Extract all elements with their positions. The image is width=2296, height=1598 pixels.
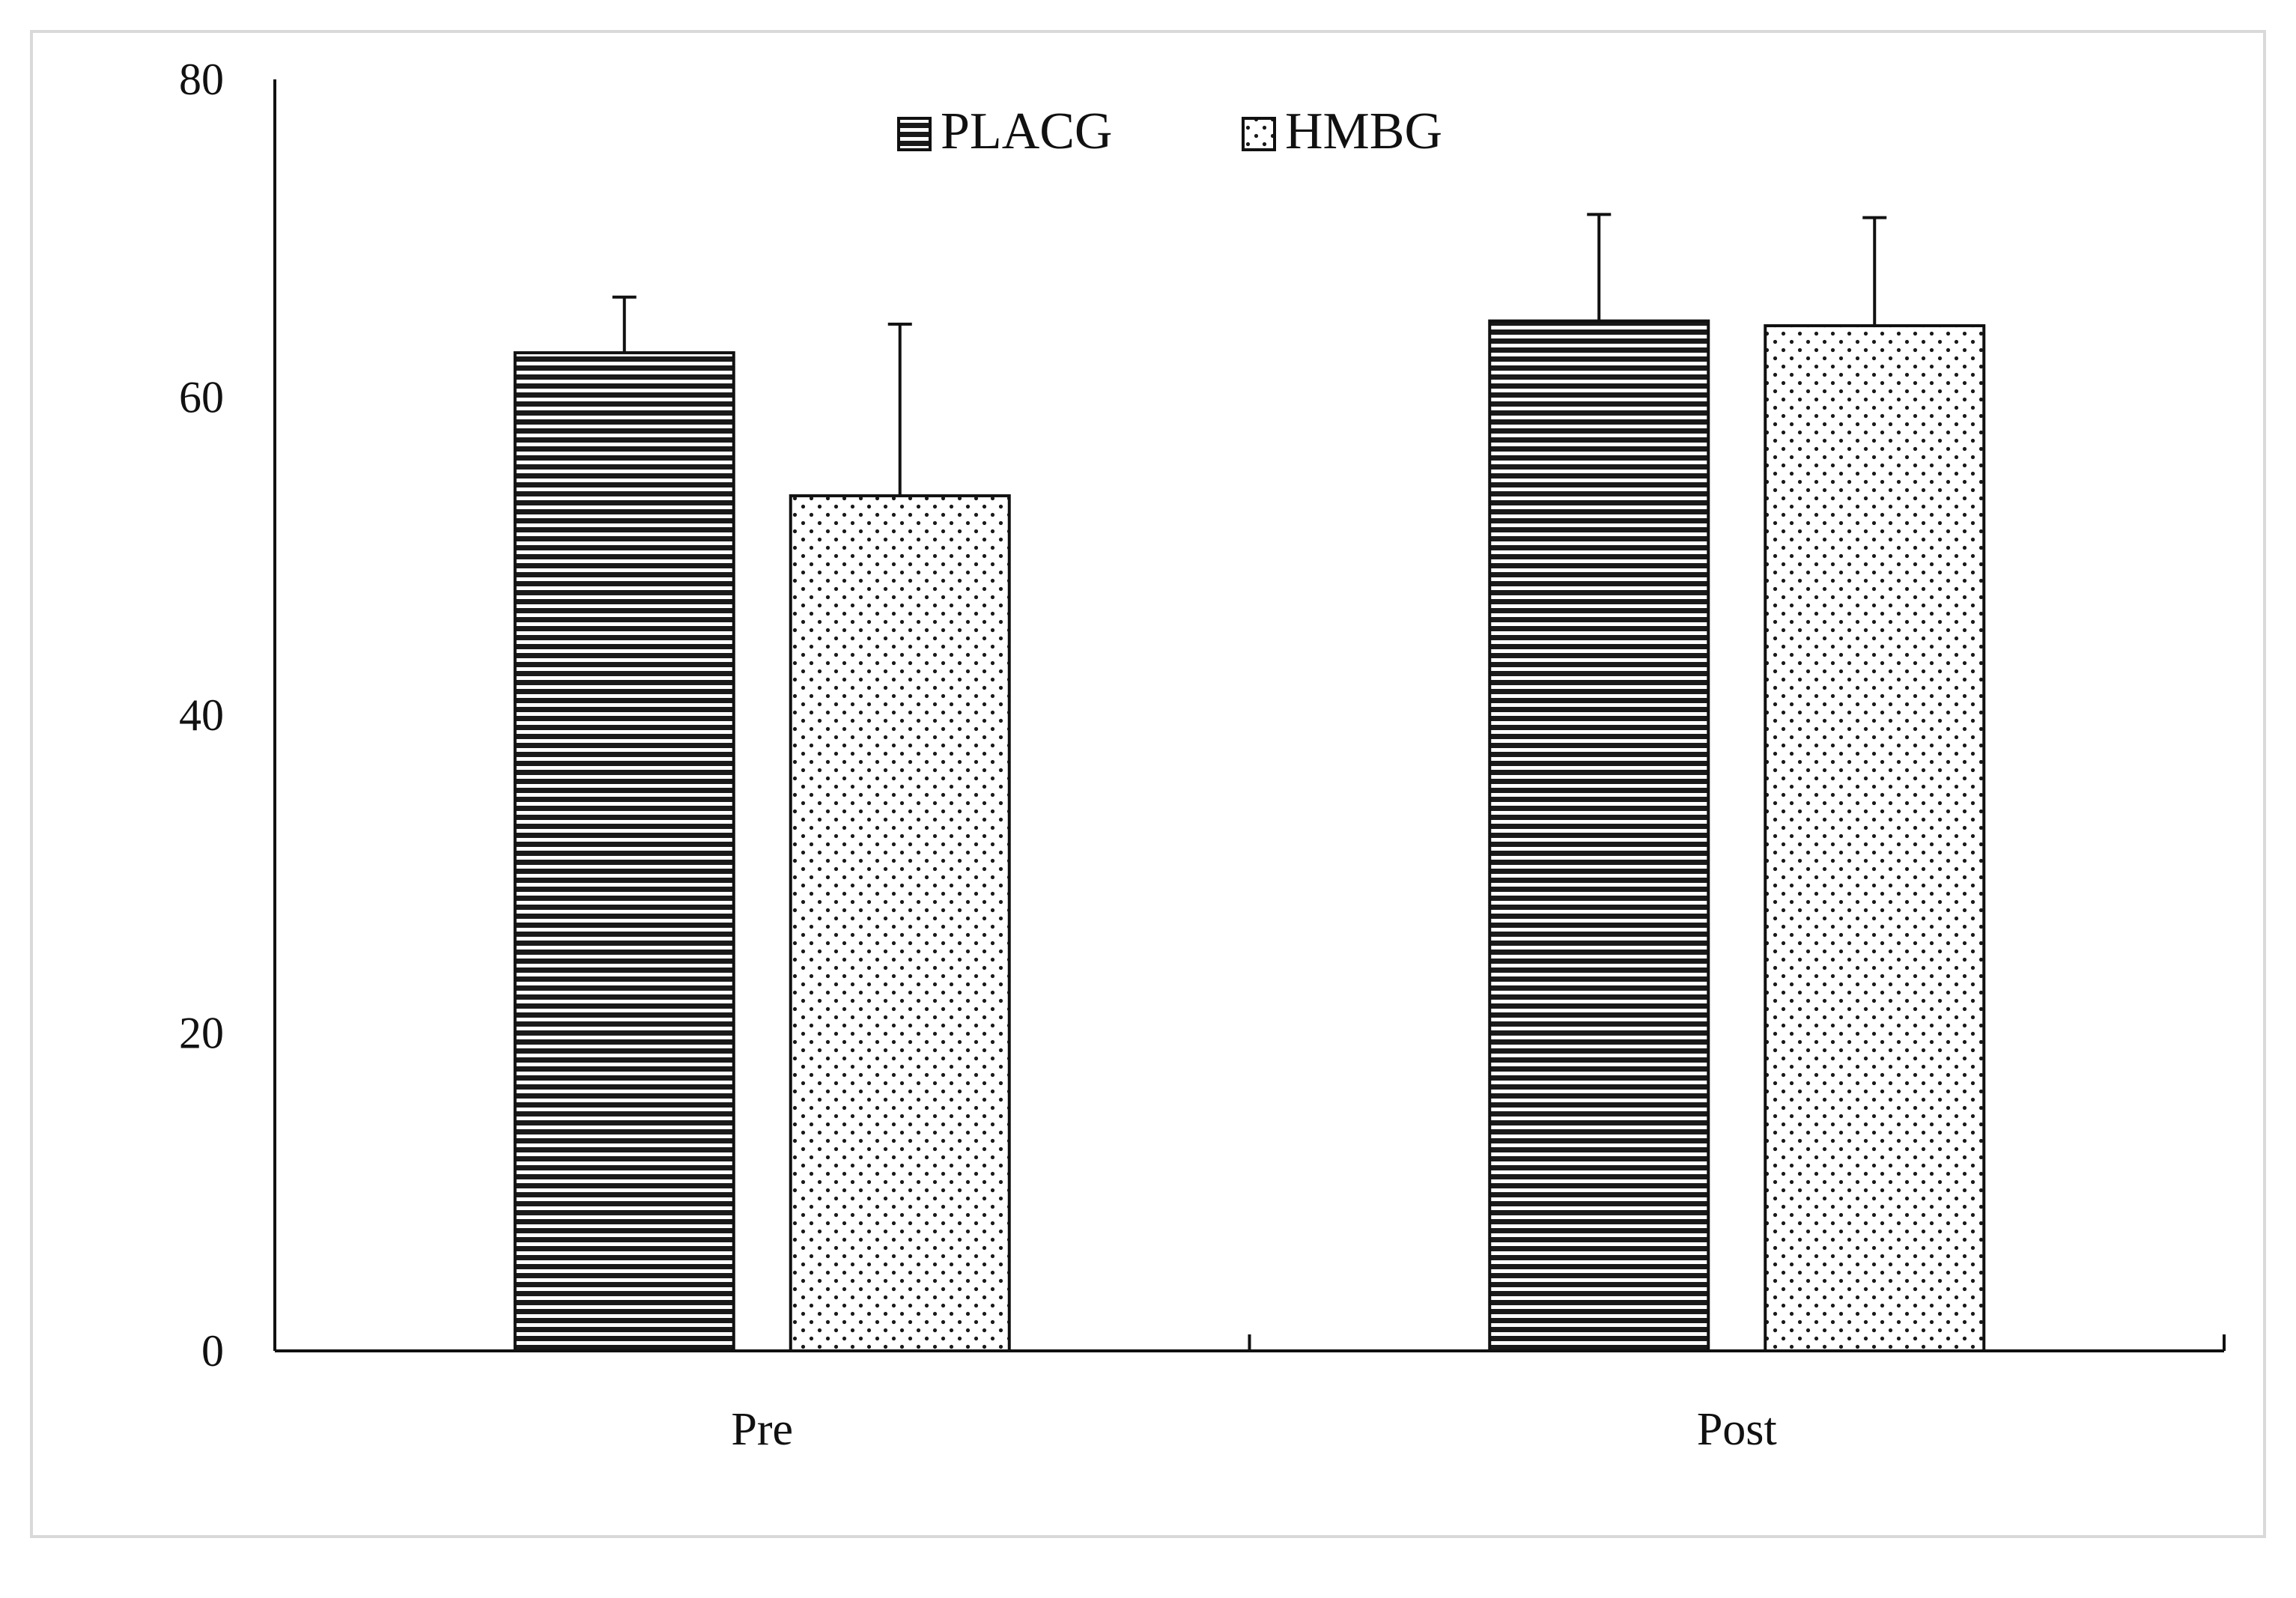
- y-tick-label: 20: [179, 1009, 224, 1058]
- bar-hmbg-pre: [789, 494, 1011, 1352]
- x-category-label: Pre: [731, 1404, 793, 1455]
- y-tick-label: 40: [179, 690, 224, 740]
- bar-placg-post: [1488, 319, 1710, 1352]
- bar-hmbg-post: [1764, 323, 1986, 1352]
- bars-group: [513, 213, 1986, 1353]
- x-category-label: Post: [1697, 1404, 1777, 1455]
- y-tick-label: 80: [179, 55, 224, 104]
- legend-swatch-hmbg: [1242, 117, 1276, 151]
- bar-chart: 0 20 40 60 80 Pre Post PLACG HMBG: [179, 55, 2226, 1455]
- legend-label-placg: PLACG: [941, 103, 1112, 160]
- bar-placg-pre: [513, 351, 735, 1353]
- y-tick-label: 0: [201, 1326, 224, 1376]
- legend-swatch-placg: [897, 117, 932, 151]
- legend: PLACG HMBG: [897, 103, 1442, 160]
- y-tick-label: 60: [179, 373, 224, 422]
- legend-label-hmbg: HMBG: [1285, 103, 1442, 160]
- chart-frame: 0 20 40 60 80 Pre Post PLACG HMBG: [30, 30, 2266, 1538]
